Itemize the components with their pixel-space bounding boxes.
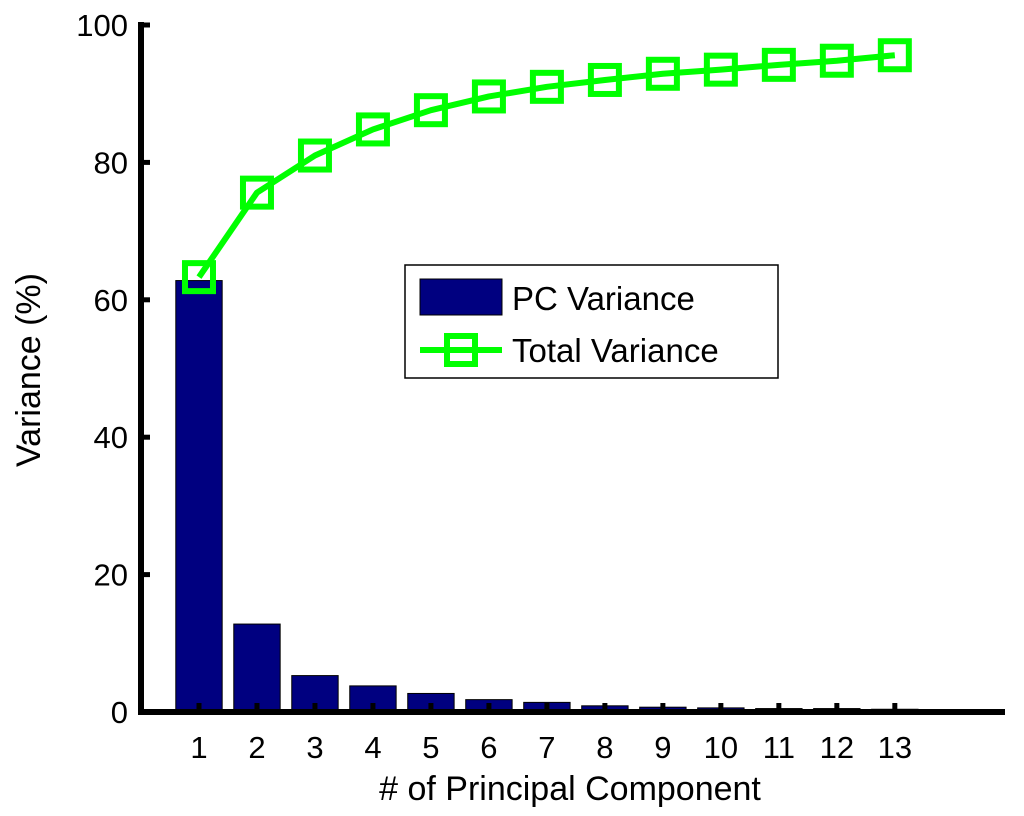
total-variance-marker-1 xyxy=(181,260,216,295)
legend-bar-swatch xyxy=(419,278,503,316)
total-variance-marker-7 xyxy=(529,69,564,104)
y-tick-label-100: 100 xyxy=(76,8,128,43)
total-variance-line xyxy=(196,52,896,279)
x-axis-title: # of Principal Component xyxy=(379,770,761,808)
y-tick-label-0: 0 xyxy=(111,695,128,730)
legend-marker-swatch xyxy=(444,333,478,367)
x-tick-label-7: 7 xyxy=(538,730,555,765)
total-variance-marker-3 xyxy=(297,138,332,173)
x-tick-label-9: 9 xyxy=(654,730,671,765)
y-tick-label-40: 40 xyxy=(94,420,128,455)
x-tick-label-3: 3 xyxy=(306,730,323,765)
axes-layer xyxy=(138,22,1005,715)
total-variance-marker-13 xyxy=(877,38,912,73)
total-variance-marker-8 xyxy=(587,62,622,97)
y-tick-label-80: 80 xyxy=(94,145,128,180)
x-tick-label-1: 1 xyxy=(190,730,207,765)
total-variance-marker-2 xyxy=(239,175,274,210)
x-tick-label-5: 5 xyxy=(422,730,439,765)
total-variance-marker-10 xyxy=(703,52,738,87)
x-tick-label-10: 10 xyxy=(704,730,738,765)
x-tick-label-13: 13 xyxy=(878,730,912,765)
total-variance-marker-9 xyxy=(645,56,680,91)
total-variance-marker-4 xyxy=(355,112,390,147)
bars-layer xyxy=(175,280,919,713)
bar-pc-1 xyxy=(175,280,223,713)
total-variance-marker-6 xyxy=(471,79,506,114)
total-variance-marker-5 xyxy=(413,93,448,128)
x-tick-label-4: 4 xyxy=(364,730,381,765)
legend: PC Variance Total Variance xyxy=(404,264,779,379)
x-tick-label-12: 12 xyxy=(820,730,854,765)
x-tick-label-11: 11 xyxy=(763,730,795,765)
bar-pc-2 xyxy=(233,623,281,713)
line-layer xyxy=(181,38,912,295)
legend-label-total-variance: Total Variance xyxy=(512,332,719,369)
total-variance-marker-12 xyxy=(819,43,854,78)
y-tick-label-20: 20 xyxy=(94,558,128,593)
total-variance-marker-11 xyxy=(761,47,796,82)
x-tick-label-2: 2 xyxy=(248,730,265,765)
x-tick-label-8: 8 xyxy=(596,730,613,765)
y-axis-title: Variance (%) xyxy=(10,273,48,467)
y-tick-label-60: 60 xyxy=(94,283,128,318)
x-tick-label-6: 6 xyxy=(480,730,497,765)
legend-label-pc-variance: PC Variance xyxy=(512,280,695,317)
